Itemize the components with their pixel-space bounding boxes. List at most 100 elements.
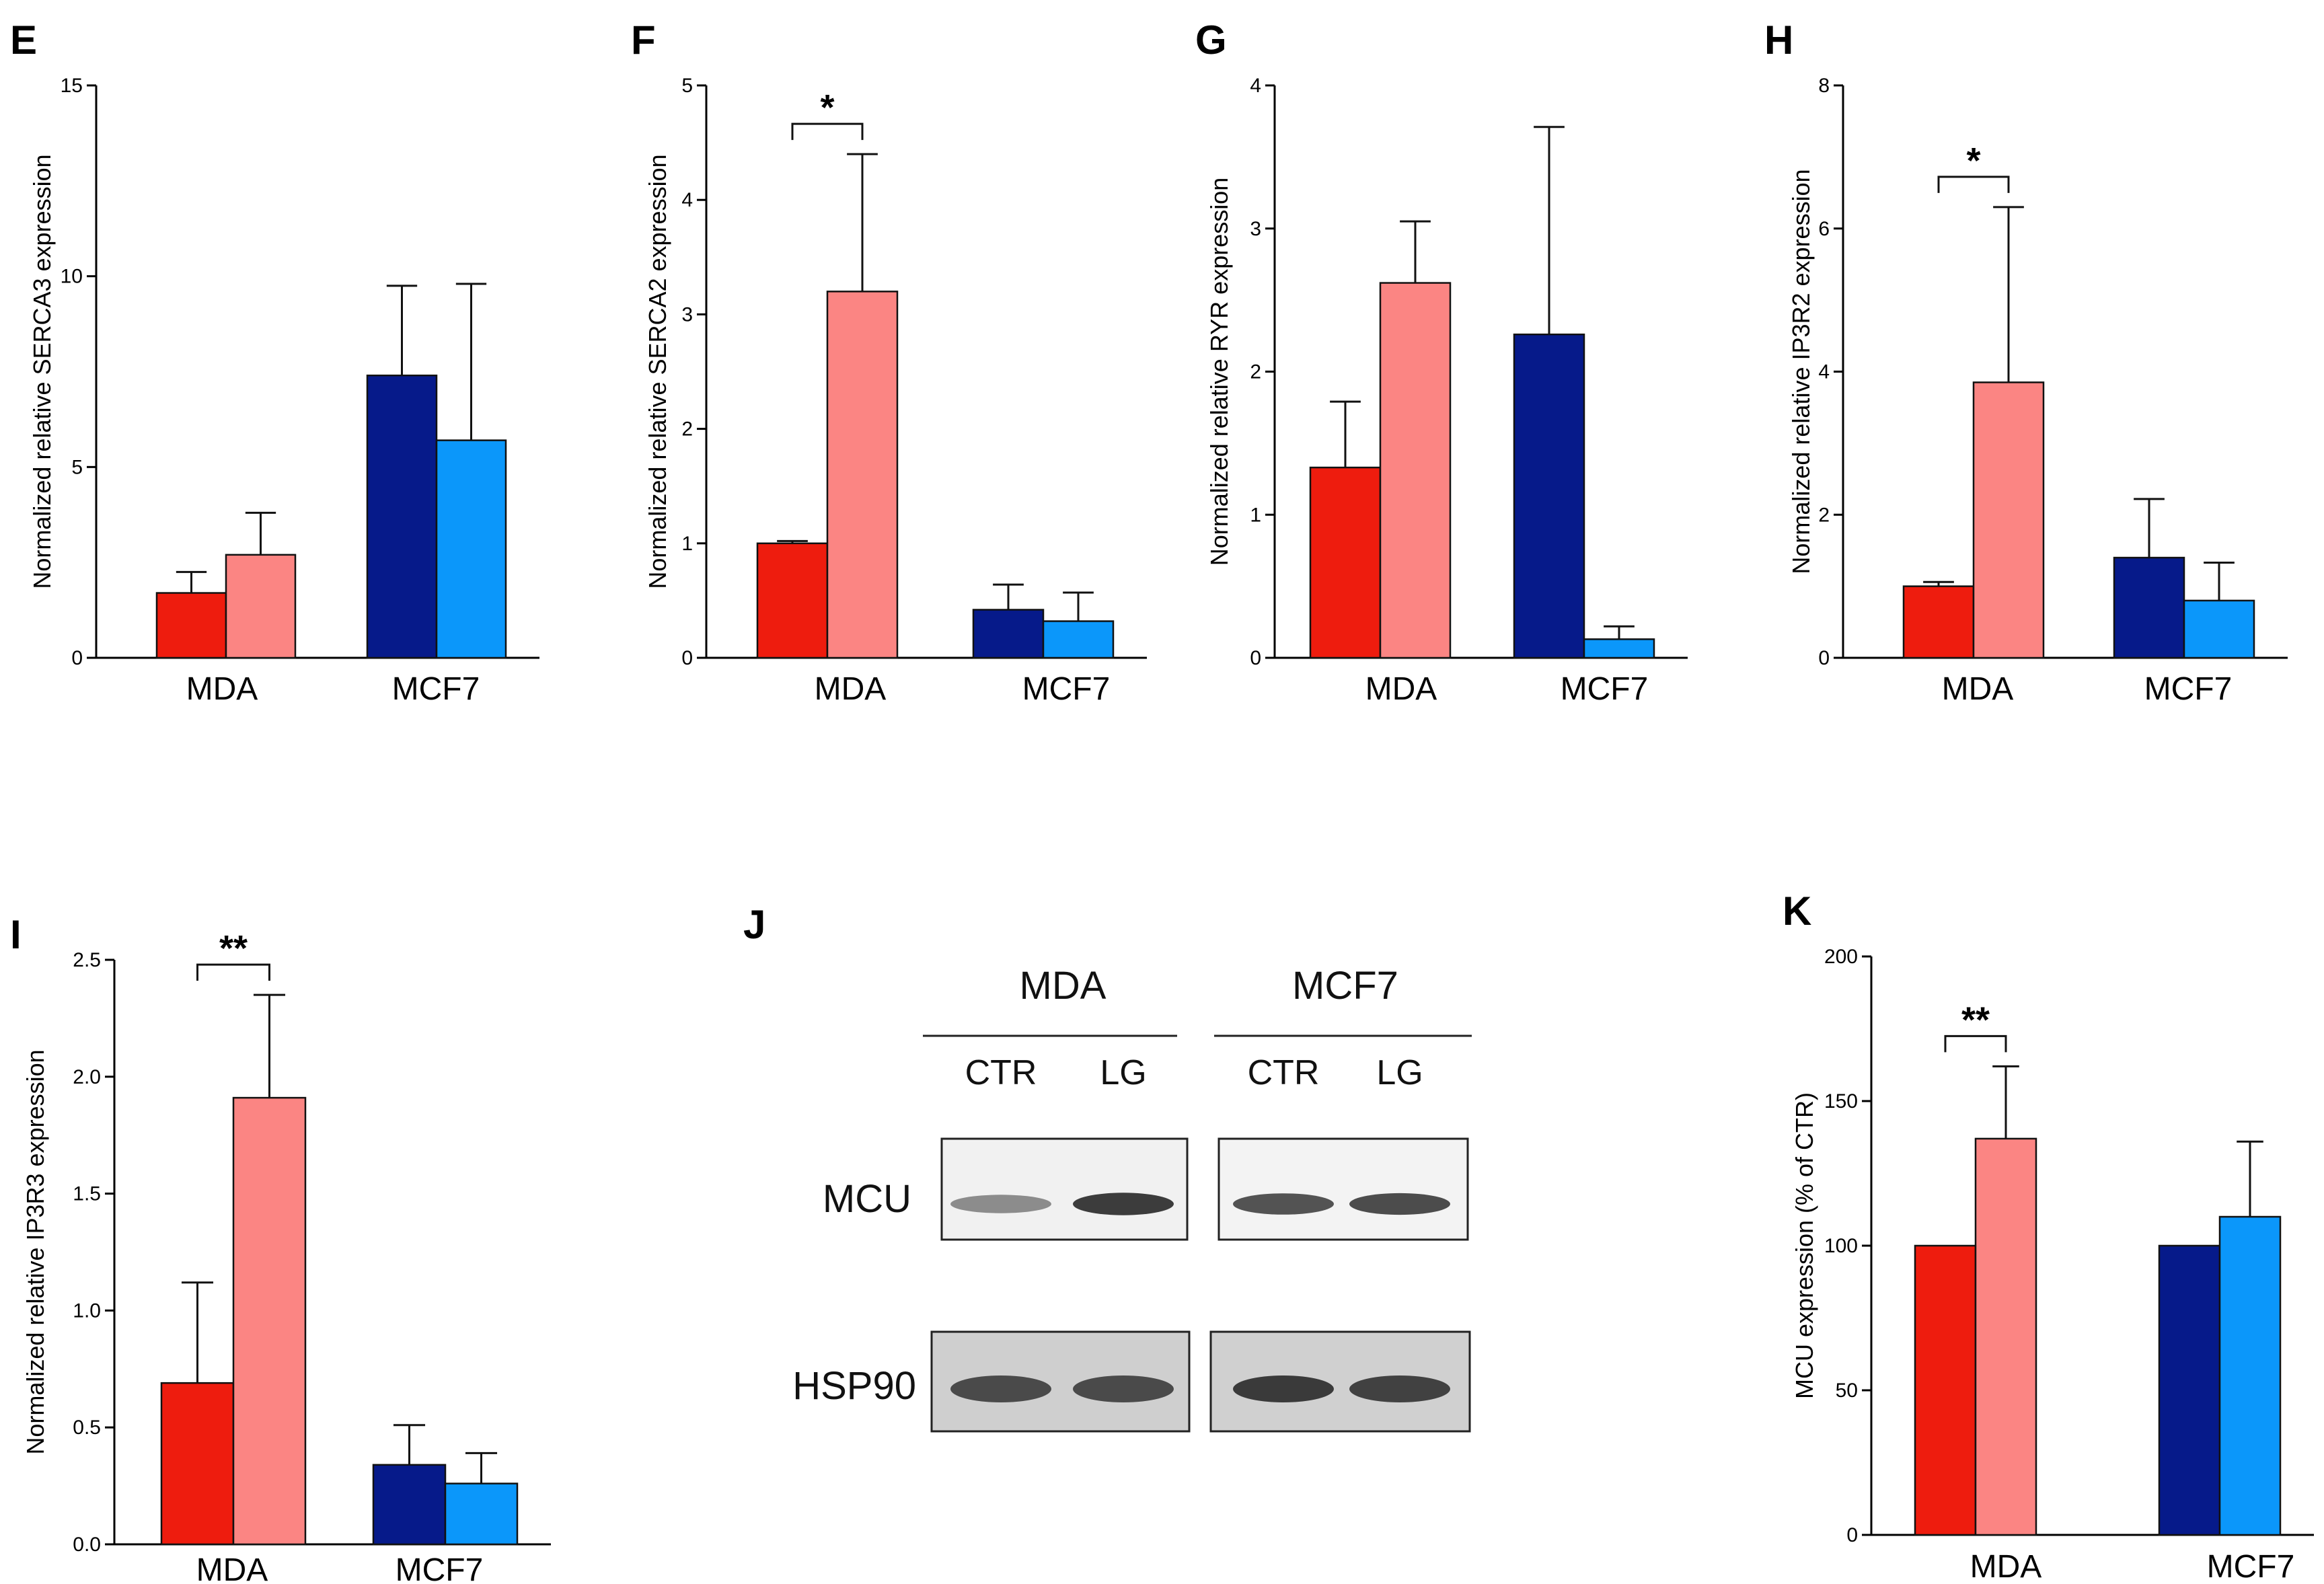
chart-panel-f: F 0 1 2 3 4 5 Normalized relative SERCA2 expres… [631, 17, 1147, 707]
blot-band-hsp90-lane-2 [1073, 1375, 1174, 1402]
category-label-mcf7: MCF7 [1022, 671, 1111, 707]
bar-mcf7-lg [2218, 1215, 2282, 1536]
bar-mcf7-lg [1042, 620, 1115, 659]
category-label-mda: MDA [1365, 671, 1437, 707]
category-label-mda: MDA [1942, 671, 2014, 707]
category-label-mcf7: MCF7 [396, 1552, 484, 1584]
significance-bracket [196, 963, 270, 981]
y-tick-label: 2 [1250, 361, 1261, 383]
bar-mcf7-lg [444, 1482, 519, 1546]
y-tick-label: 10 [61, 266, 83, 288]
y-tick-label: 4 [681, 189, 693, 211]
y-tick-label: 0 [1818, 647, 1830, 669]
bar-mda-ctr [1914, 1244, 1977, 1536]
blot-lane-label-mcf7-lg: LG [1376, 1053, 1423, 1092]
y-axis-label: MCU expression (% of CTR) [1791, 1092, 1818, 1399]
y-tick-label: 1 [681, 533, 693, 555]
bar-mda-lg [232, 1096, 307, 1546]
bar-mcf7-ctr [1513, 333, 1585, 659]
y-tick-label: 150 [1824, 1090, 1858, 1112]
y-tick-label: 3 [681, 303, 693, 326]
panel-letter-k: K [1783, 889, 1811, 934]
panel-letter-i: I [10, 912, 22, 957]
blot-band-hsp90-lane-4 [1349, 1375, 1450, 1402]
blot-lane-label-mda-lg: LG [1100, 1053, 1146, 1092]
blot-band-hsp90-lane-1 [950, 1375, 1051, 1402]
bar-mcf7-lg [1583, 638, 1655, 659]
y-tick-label: 1 [1250, 504, 1261, 526]
significance-marker: * [820, 87, 834, 128]
y-axis-label: Normalized relative IP3R2 expression [1787, 169, 1815, 574]
bar-mcf7-lg [2183, 599, 2255, 659]
blot-row-label-hsp90: HSP90 [792, 1364, 916, 1408]
y-axis-label: Normalized relative SERCA3 expression [28, 154, 56, 589]
category-label-mcf7: MCF7 [1561, 671, 1649, 707]
y-tick-label: 1.0 [73, 1299, 101, 1322]
blot-row-label-mcu: MCU [823, 1177, 911, 1221]
bar-mda-ctr [1309, 466, 1382, 659]
significance-marker: * [1966, 141, 1980, 181]
bar-mda-lg [1379, 282, 1452, 659]
bar-mcf7-ctr [372, 1464, 447, 1546]
category-label-mda: MDA [815, 671, 887, 707]
y-tick-label: 50 [1836, 1380, 1858, 1402]
category-label-mcf7: MCF7 [2144, 671, 2233, 707]
bar-mda-lg [225, 554, 297, 659]
bar-mcf7-lg [435, 439, 507, 659]
category-label-mda: MDA [186, 671, 258, 707]
y-tick-label: 2 [1818, 504, 1830, 526]
blot-membrane-mcu-mda [940, 1137, 1189, 1241]
chart-panel-k: K 0 50 100 150 200 MCU expression (% of CTR) MD… [1783, 889, 2314, 1584]
chart-panel-h: H 0 2 4 6 8 Normalized relative IP3R2 expressi… [1764, 17, 2288, 707]
y-tick-label: 2.0 [73, 1066, 101, 1088]
y-tick-label: 100 [1824, 1235, 1858, 1257]
y-tick-label: 0 [681, 647, 693, 669]
blot-band-hsp90-lane-3 [1233, 1375, 1334, 1402]
category-label-mda: MDA [1970, 1549, 2042, 1584]
category-label-mda: MDA [196, 1552, 268, 1584]
bar-mcf7-ctr [2158, 1244, 2221, 1536]
y-tick-label: 0.5 [73, 1417, 101, 1439]
y-tick-label: 2 [681, 418, 693, 441]
y-tick-label: 1.5 [73, 1183, 101, 1205]
blot-panel: J MDA MCF7 CTR LG CTR LG MCU HSP90 [743, 902, 1472, 1433]
bar-mda-lg [1972, 381, 2045, 659]
y-tick-label: 4 [1818, 361, 1830, 383]
y-tick-label: 0 [1250, 647, 1261, 669]
blot-lane-label-mcf7-ctr: CTR [1248, 1053, 1320, 1092]
y-tick-label: 0.0 [73, 1534, 101, 1556]
y-tick-label: 3 [1250, 218, 1261, 240]
y-tick-label: 2.5 [73, 949, 101, 971]
blot-band-mcu-lane-4 [1349, 1193, 1450, 1215]
y-tick-label: 0 [71, 647, 83, 669]
blot-lane-label-mda-ctr: CTR [965, 1053, 1037, 1092]
y-axis-label: Normalized relative RYR expression [1205, 178, 1233, 566]
chart-panel-e: E 0 5 10 15 Normalized relative SERCA3 expres… [10, 17, 539, 707]
y-tick-label: 200 [1824, 946, 1858, 968]
y-tick-label: 15 [61, 75, 83, 97]
significance-marker: ** [219, 928, 248, 969]
y-tick-label: 5 [681, 75, 693, 97]
y-tick-label: 0 [1846, 1524, 1858, 1546]
blot-band-mcu-lane-1 [950, 1195, 1051, 1213]
bar-mcf7-ctr [366, 374, 438, 659]
panel-letter-e: E [10, 17, 37, 63]
category-label-mcf7: MCF7 [2207, 1549, 2295, 1584]
category-label-mcf7: MCF7 [392, 671, 480, 707]
panel-letter-f: F [631, 17, 656, 63]
y-tick-label: 6 [1818, 218, 1830, 240]
y-tick-label: 8 [1818, 75, 1830, 97]
y-tick-label: 4 [1250, 75, 1261, 97]
bar-mda-ctr [756, 542, 829, 659]
blot-band-mcu-lane-3 [1233, 1193, 1334, 1215]
bar-mda-ctr [160, 1382, 235, 1546]
significance-bracket [1944, 1034, 2007, 1053]
significance-bracket [791, 122, 864, 141]
blot-group-label-mda: MDA [1020, 964, 1107, 1008]
y-axis-label: Normalized relative IP3R3 expression [22, 1049, 49, 1454]
blot-band-mcu-lane-2 [1073, 1193, 1174, 1215]
y-tick-label: 5 [71, 456, 83, 478]
y-axis-label: Normalized relative SERCA2 expression [644, 154, 671, 589]
